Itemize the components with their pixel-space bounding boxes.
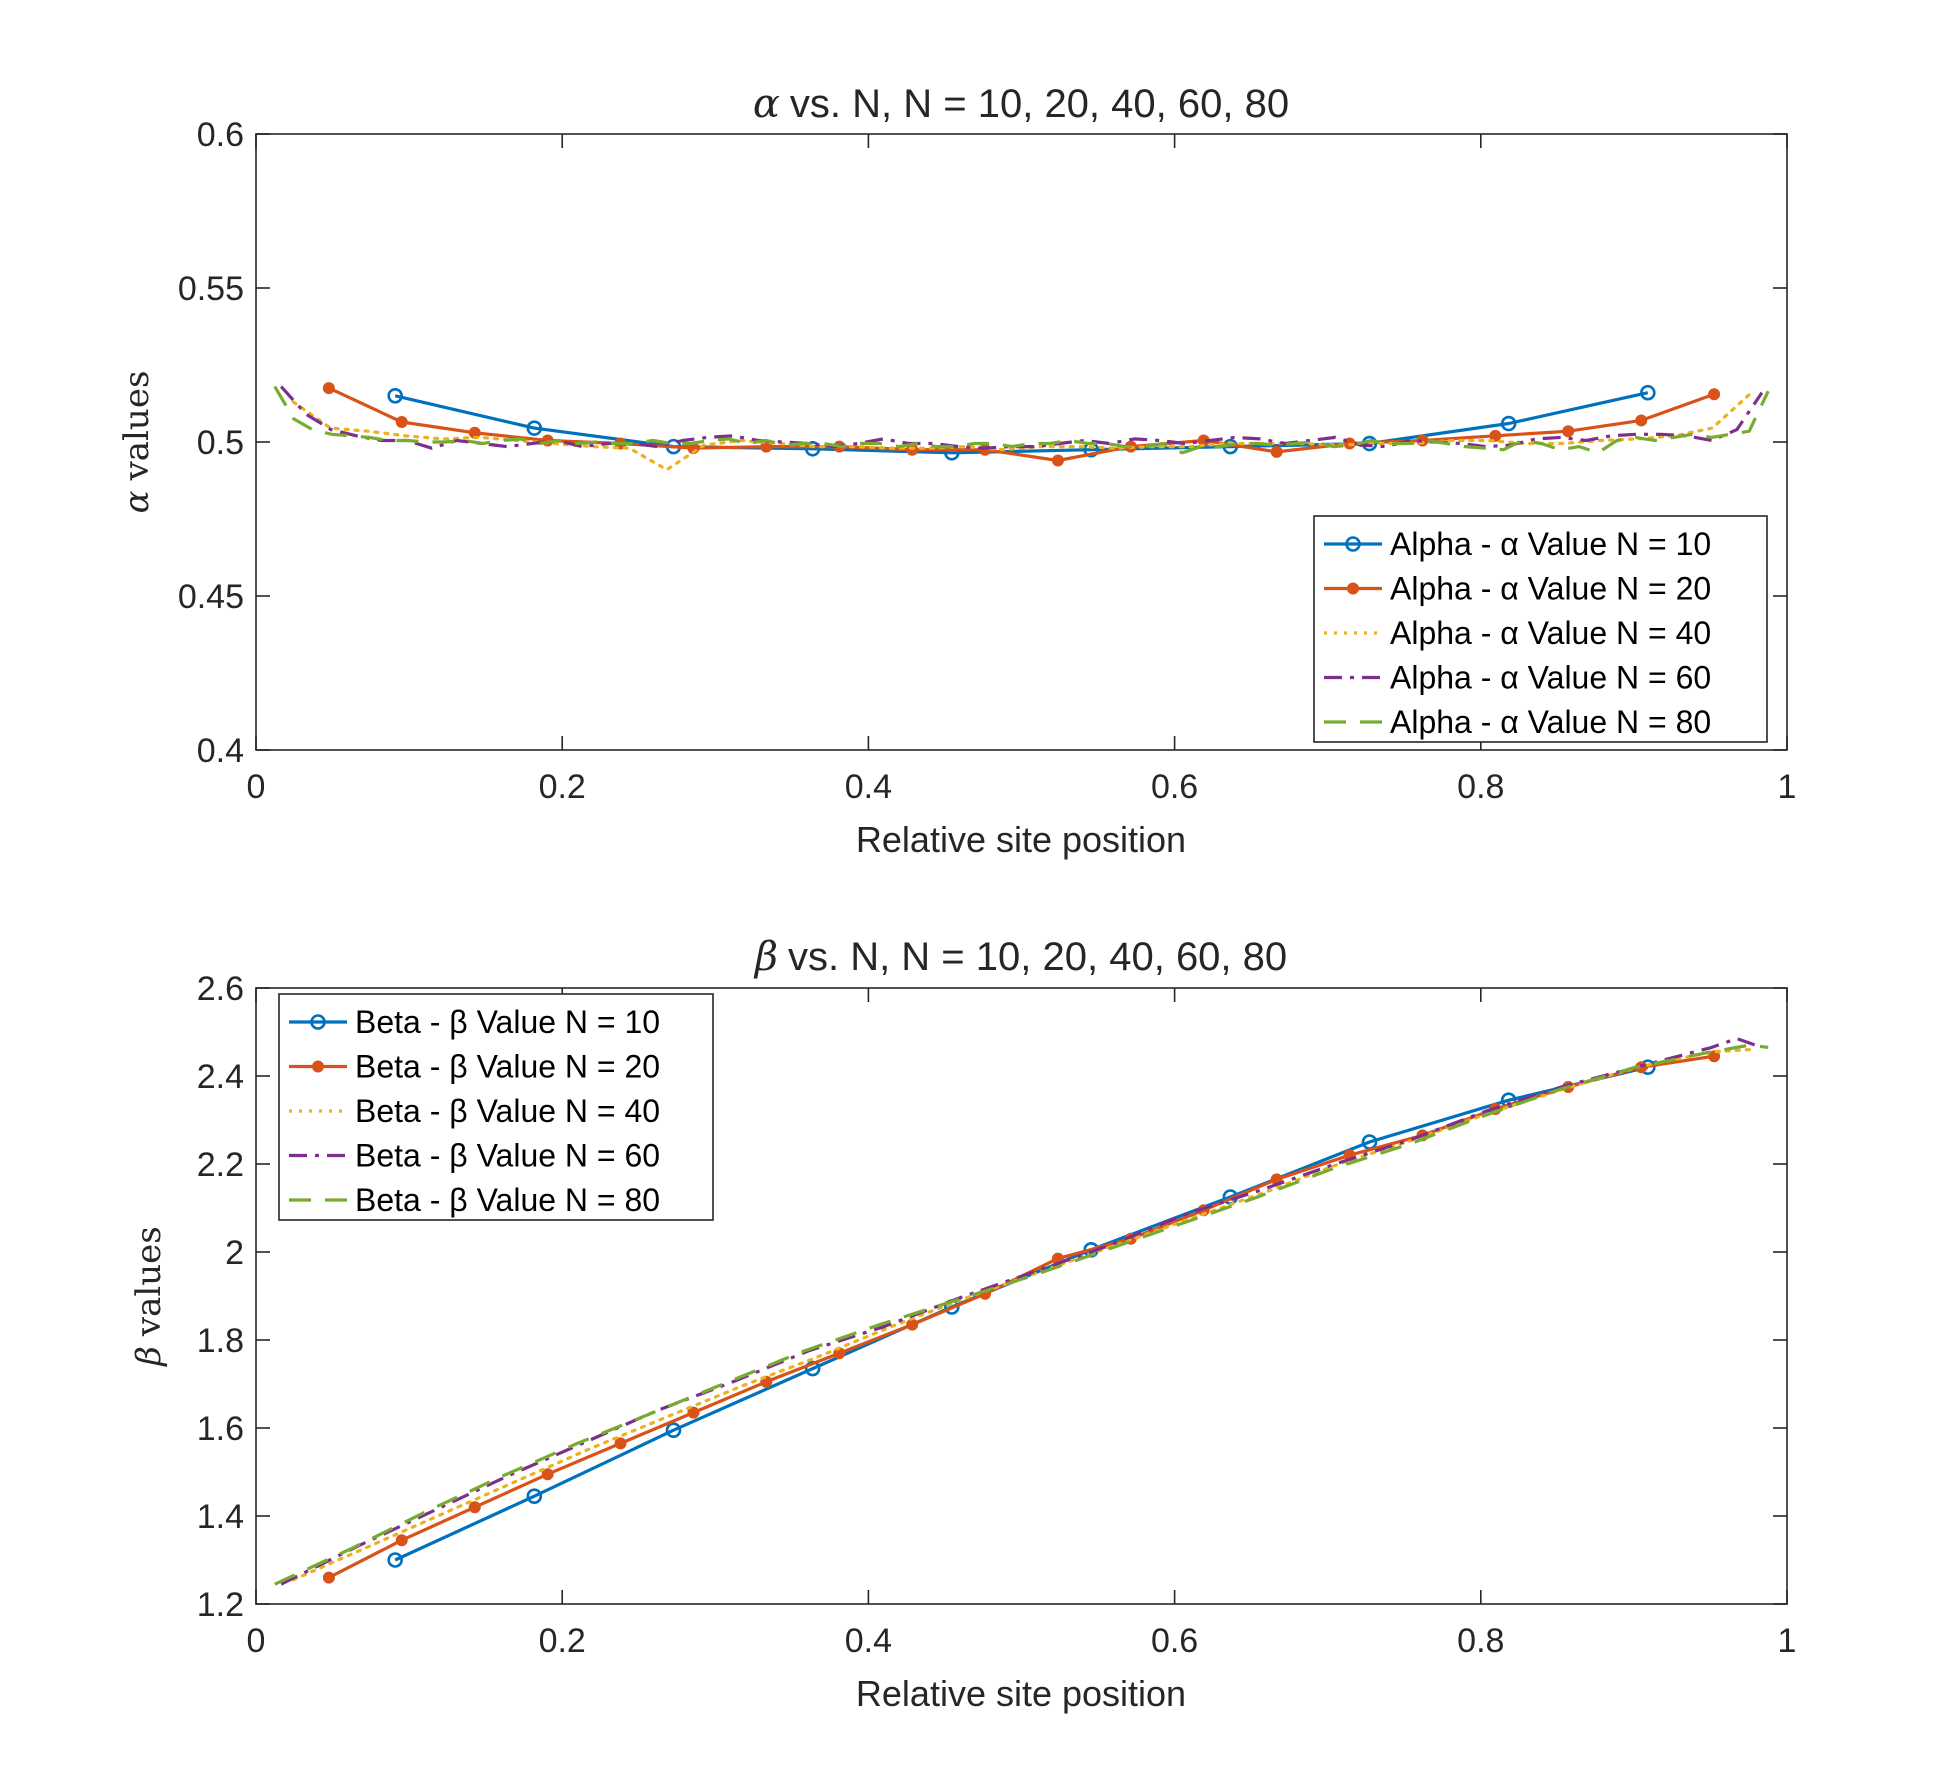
beta-data-point bbox=[322, 1571, 335, 1584]
alpha-data-point bbox=[387, 387, 403, 404]
beta-y-tick-label: 1.2 bbox=[197, 1586, 244, 1624]
alpha-chart: α vs. N, N = 10, 20, 40, 60, 80 Relative … bbox=[117, 81, 1796, 860]
alpha-y-tick-label: 0.45 bbox=[178, 578, 244, 616]
beta-series-5 bbox=[274, 1043, 1769, 1586]
beta-legend-marker bbox=[312, 1060, 324, 1073]
beta-y-tick-label: 2 bbox=[225, 1234, 244, 1272]
alpha-y-axis-label: αvalues bbox=[117, 371, 157, 514]
alpha-data-point bbox=[322, 382, 335, 395]
alpha-legend-item: Alpha - α Value N = 10 bbox=[1324, 526, 1711, 562]
beta-data-point bbox=[906, 1318, 919, 1331]
beta-data-point bbox=[526, 1488, 543, 1504]
alpha-legend-item: Alpha - α Value N = 80 bbox=[1324, 704, 1711, 740]
beta-data-point bbox=[614, 1437, 627, 1450]
alpha-x-tick-label: 0 bbox=[247, 768, 266, 806]
alpha-legend-item: Alpha - α Value N = 40 bbox=[1324, 615, 1711, 651]
beta-data-point bbox=[541, 1468, 554, 1481]
alpha-legend-label: Alpha - α Value N = 40 bbox=[1390, 615, 1711, 651]
beta-legend-label: Beta - β Value N = 60 bbox=[355, 1138, 660, 1174]
alpha-data-point bbox=[804, 440, 821, 457]
beta-y-tick-label: 2.4 bbox=[197, 1058, 244, 1096]
beta-chart: β vs. N, N = 10, 20, 40, 60, 80 Relative … bbox=[129, 934, 1796, 1714]
alpha-legend-label: Alpha - α Value N = 20 bbox=[1390, 571, 1711, 607]
beta-legend-item: Beta - β Value N = 20 bbox=[289, 1049, 660, 1085]
beta-data-point bbox=[665, 1422, 682, 1438]
beta-data-point bbox=[387, 1552, 403, 1568]
beta-x-tick-label: 1 bbox=[1778, 1622, 1797, 1660]
beta-x-tick-label: 0.6 bbox=[1151, 1622, 1198, 1660]
alpha-data-point bbox=[1640, 384, 1656, 401]
alpha-legend-label: Alpha - α Value N = 10 bbox=[1390, 526, 1711, 562]
beta-y-tick-label: 2.6 bbox=[197, 970, 244, 1008]
beta-y-tick-label: 1.6 bbox=[197, 1410, 244, 1448]
alpha-legend-marker bbox=[1347, 582, 1359, 595]
beta-y-tick-label: 1.4 bbox=[197, 1498, 244, 1536]
beta-data-point bbox=[468, 1501, 481, 1514]
alpha-legend-box bbox=[1313, 515, 1768, 743]
alpha-data-point bbox=[395, 415, 408, 428]
alpha-y-tick-label: 0.6 bbox=[197, 116, 244, 154]
beta-x-tick-label: 0.2 bbox=[539, 1622, 586, 1660]
beta-legend-label: Beta - β Value N = 10 bbox=[355, 1004, 660, 1040]
beta-legend-item: Beta - β Value N = 40 bbox=[289, 1093, 660, 1129]
beta-y-tick-label: 2.2 bbox=[197, 1146, 244, 1184]
alpha-y-tick-label: 0.4 bbox=[197, 732, 244, 770]
alpha-series-line bbox=[273, 385, 1770, 455]
beta-y-tick-label: 1.8 bbox=[197, 1322, 244, 1360]
alpha-legend-label: Alpha - α Value N = 60 bbox=[1390, 660, 1711, 696]
beta-legend-box bbox=[278, 993, 714, 1221]
alpha-data-point bbox=[1270, 445, 1283, 458]
alpha-x-tick-label: 0.8 bbox=[1457, 768, 1504, 806]
beta-legend-label: Beta - β Value N = 20 bbox=[355, 1049, 660, 1085]
beta-legend-label: Beta - β Value N = 80 bbox=[355, 1182, 660, 1218]
alpha-data-point bbox=[1051, 454, 1064, 467]
alpha-legend: Alpha - α Value N = 10 Alpha - α Value N … bbox=[1313, 515, 1768, 743]
alpha-legend-marker bbox=[1345, 536, 1361, 552]
beta-x-tick-label: 0.4 bbox=[845, 1622, 892, 1660]
beta-legend-item: Beta - β Value N = 60 bbox=[289, 1138, 660, 1174]
alpha-x-axis-label: Relative site position bbox=[856, 819, 1186, 860]
alpha-data-point bbox=[1489, 429, 1502, 442]
beta-legend-item: Beta - β Value N = 10 bbox=[289, 1004, 660, 1040]
beta-legend-item: Beta - β Value N = 80 bbox=[289, 1182, 660, 1218]
beta-series-line bbox=[291, 1047, 1752, 1582]
alpha-x-tick-label: 0.2 bbox=[539, 768, 586, 806]
beta-chart-title: β vs. N, N = 10, 20, 40, 60, 80 bbox=[753, 934, 1287, 980]
alpha-data-point bbox=[1635, 414, 1648, 427]
alpha-y-tick-label: 0.5 bbox=[197, 424, 244, 462]
alpha-x-tick-label: 0.4 bbox=[845, 768, 892, 806]
alpha-y-tick-label: 0.55 bbox=[178, 270, 244, 308]
beta-legend-marker bbox=[310, 1014, 326, 1030]
beta-legend: Beta - β Value N = 10 Beta - β Value N = … bbox=[278, 993, 714, 1221]
alpha-x-tick-label: 0.6 bbox=[1151, 768, 1198, 806]
beta-data-point bbox=[1708, 1050, 1721, 1063]
alpha-series-line bbox=[394, 391, 1649, 455]
beta-series-line bbox=[274, 1043, 1769, 1586]
alpha-data-point bbox=[1500, 415, 1517, 432]
beta-series-3 bbox=[291, 1047, 1752, 1582]
alpha-chart-title: α vs. N, N = 10, 20, 40, 60, 80 bbox=[753, 81, 1289, 127]
beta-x-tick-label: 0 bbox=[247, 1622, 266, 1660]
alpha-legend-label: Alpha - α Value N = 80 bbox=[1390, 704, 1711, 740]
alpha-data-point bbox=[526, 420, 543, 436]
beta-data-point bbox=[687, 1406, 700, 1419]
alpha-series-5 bbox=[273, 385, 1770, 455]
alpha-legend-item: Alpha - α Value N = 20 bbox=[1324, 571, 1711, 607]
beta-y-axis-label: βvalues bbox=[129, 1226, 169, 1367]
alpha-x-tick-label: 1 bbox=[1778, 768, 1797, 806]
beta-legend-label: Beta - β Value N = 40 bbox=[355, 1093, 660, 1129]
alpha-legend-item: Alpha - α Value N = 60 bbox=[1324, 660, 1711, 696]
beta-x-tick-label: 0.8 bbox=[1457, 1622, 1504, 1660]
beta-x-axis-label: Relative site position bbox=[856, 1673, 1186, 1714]
beta-data-point bbox=[1500, 1092, 1517, 1108]
alpha-data-point bbox=[1708, 388, 1721, 401]
alpha-data-point bbox=[1562, 425, 1575, 438]
beta-data-point bbox=[395, 1534, 408, 1547]
